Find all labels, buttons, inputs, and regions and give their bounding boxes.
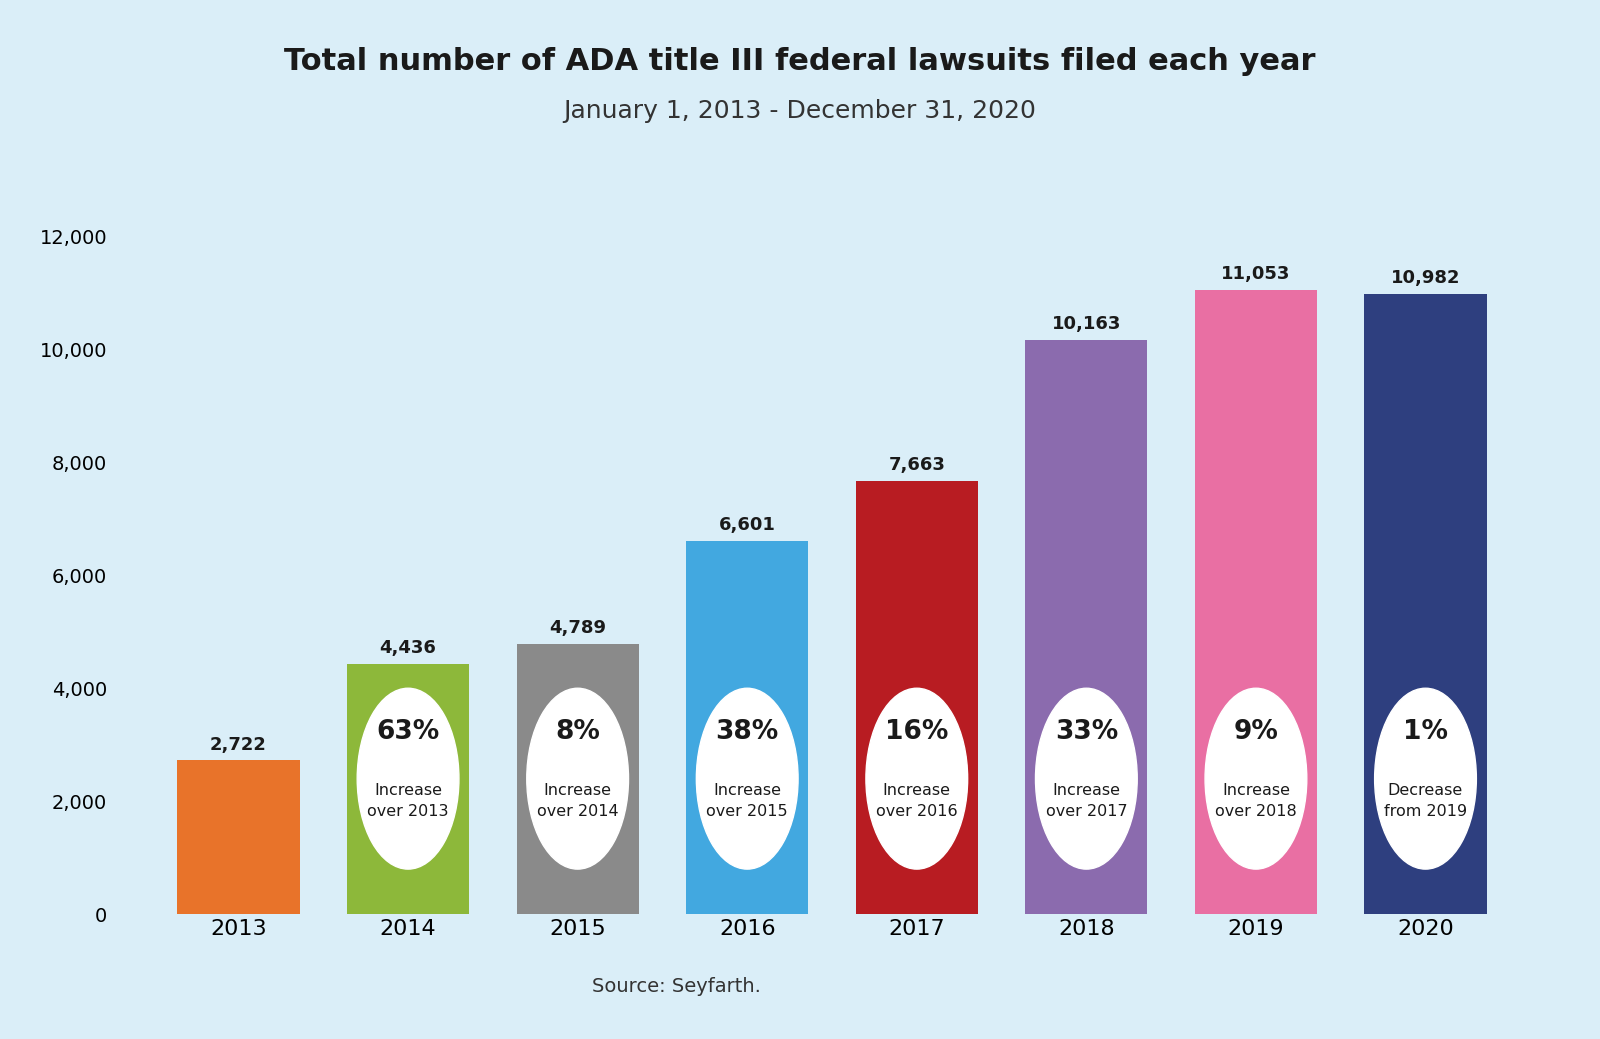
Text: 9%: 9% <box>1234 719 1278 745</box>
Text: 4,789: 4,789 <box>549 619 606 637</box>
Text: January 1, 2013 - December 31, 2020: January 1, 2013 - December 31, 2020 <box>563 99 1037 123</box>
Ellipse shape <box>526 688 629 869</box>
Text: Increase
over 2014: Increase over 2014 <box>538 783 619 820</box>
Text: 6,601: 6,601 <box>718 516 776 534</box>
Text: Increase
over 2018: Increase over 2018 <box>1214 783 1298 820</box>
Text: Increase
over 2016: Increase over 2016 <box>875 783 957 820</box>
Text: Increase
over 2017: Increase over 2017 <box>1045 783 1126 820</box>
Text: 11,053: 11,053 <box>1221 265 1291 283</box>
Bar <box>517 643 638 914</box>
Text: 16%: 16% <box>885 719 949 745</box>
Text: 38%: 38% <box>715 719 779 745</box>
Text: 7,663: 7,663 <box>888 456 946 475</box>
Ellipse shape <box>1205 688 1307 869</box>
Ellipse shape <box>357 688 459 869</box>
Text: 1%: 1% <box>1403 719 1448 745</box>
Text: Source: Seyfarth.: Source: Seyfarth. <box>592 978 762 996</box>
Text: Increase
over 2013: Increase over 2013 <box>368 783 450 820</box>
Ellipse shape <box>1374 688 1477 869</box>
Bar <box>686 541 808 914</box>
Bar <box>178 761 299 914</box>
Text: 10,982: 10,982 <box>1390 269 1461 287</box>
Ellipse shape <box>866 688 968 869</box>
Text: 10,163: 10,163 <box>1051 315 1122 334</box>
Ellipse shape <box>1035 688 1138 869</box>
Ellipse shape <box>696 688 798 869</box>
Text: 33%: 33% <box>1054 719 1118 745</box>
Text: Increase
over 2015: Increase over 2015 <box>707 783 789 820</box>
Text: Total number of ADA title III federal lawsuits filed each year: Total number of ADA title III federal la… <box>285 47 1315 76</box>
Bar <box>347 664 469 914</box>
Text: Decrease
from 2019: Decrease from 2019 <box>1384 783 1467 820</box>
Text: 8%: 8% <box>555 719 600 745</box>
Text: 63%: 63% <box>376 719 440 745</box>
Bar <box>1195 290 1317 914</box>
Text: 4,436: 4,436 <box>379 639 437 657</box>
Bar <box>1365 294 1486 914</box>
Bar <box>1026 340 1147 914</box>
Bar <box>856 481 978 914</box>
Text: 2,722: 2,722 <box>210 736 267 753</box>
